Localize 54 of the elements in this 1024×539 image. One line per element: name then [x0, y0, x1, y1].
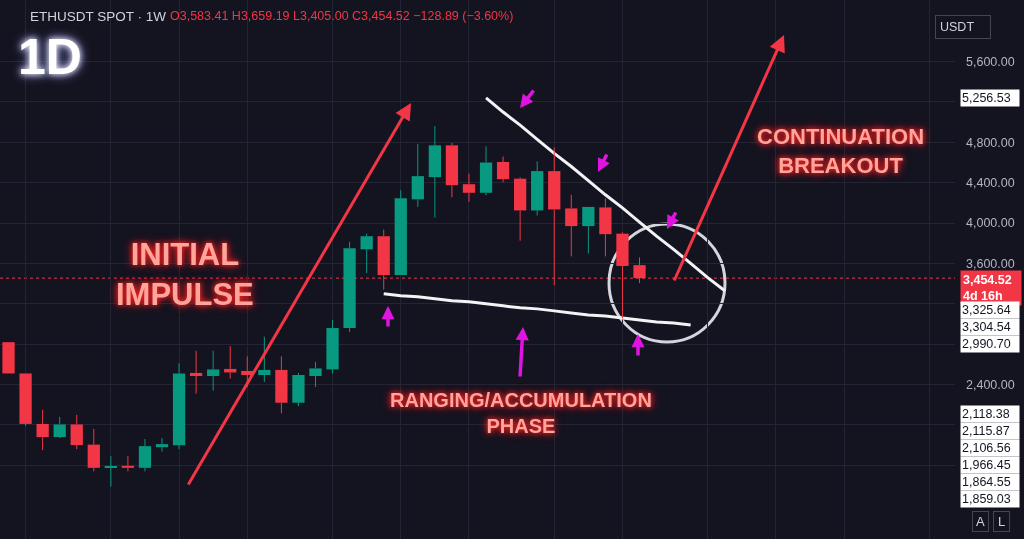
candlestick [138, 438, 152, 472]
candlestick [172, 362, 186, 450]
text: 2,118.38 [962, 407, 1010, 421]
candlestick [275, 355, 288, 414]
annotation: RANGING/ACCUMULATION PHASE [390, 389, 652, 437]
candlestick [582, 206, 595, 254]
text: ETHUSDT SPOT · 1W [30, 8, 167, 24]
annotation: CONTINUATION BREAKOUT [757, 124, 925, 178]
y-tick-label: 4,000.00 [966, 216, 1015, 231]
text: 1,859.03 [962, 492, 1011, 506]
annotation: 1D [18, 29, 82, 85]
text: A [976, 514, 985, 529]
y-tick-label: 4,800.00 [966, 135, 1015, 150]
candlestick [19, 373, 32, 427]
candlestick [70, 414, 83, 450]
candlestick [189, 350, 203, 395]
text: 2,990.70 [962, 337, 1011, 351]
text: 2,106.56 [962, 441, 1011, 455]
y-axis-title: USDT [940, 20, 975, 34]
candlestick [207, 350, 220, 392]
line-series [484, 96, 727, 293]
candlestick [599, 197, 612, 257]
candlestick [531, 161, 544, 216]
candlestick [411, 143, 424, 208]
text: 2,115.87 [962, 424, 1010, 438]
candlestick [479, 145, 493, 196]
candlestick [36, 409, 49, 451]
text: 1,864.55 [962, 475, 1011, 489]
line-series [382, 292, 693, 327]
annotation: INITIAL IMPULSE [116, 237, 254, 313]
text: 1,966.45 [962, 458, 1011, 472]
candlestick [2, 342, 15, 374]
candlestick [513, 176, 527, 242]
candlestick [394, 189, 407, 276]
candlestick [462, 173, 476, 203]
ref-line-label: 3,454.52 4d 16h [963, 273, 1012, 304]
candlestick [496, 155, 510, 183]
candlestick [445, 142, 459, 198]
candlestick [258, 336, 271, 383]
candlestick [104, 455, 117, 488]
text: O3,583.41 H3,659.19 L3,405.00 C3,454.52 −128.89 (−3.60%) [170, 9, 514, 23]
text: 5,256.53 [962, 91, 1011, 105]
candlestick [428, 125, 442, 219]
candlestick [326, 319, 339, 374]
candlestick [121, 455, 135, 472]
candlestick [565, 194, 578, 257]
y-tick-label: 2,400.00 [966, 377, 1015, 392]
y-tick-label: 5,600.00 [966, 54, 1015, 69]
text: 3,304.54 [962, 320, 1011, 334]
candlestick [155, 437, 169, 453]
text: L [997, 514, 1006, 529]
y-tick-label: 3,600.00 [966, 256, 1015, 271]
text: 3,325.64 [962, 303, 1011, 317]
y-tick-label: 4,400.00 [966, 176, 1015, 191]
